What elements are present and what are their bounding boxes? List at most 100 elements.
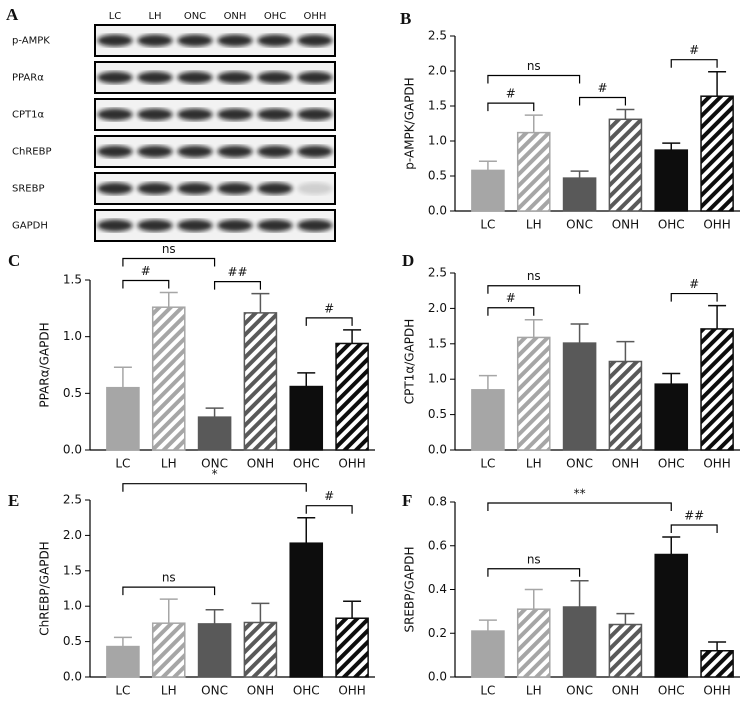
blot-band (177, 108, 213, 121)
blot-band (297, 71, 333, 84)
blot-band (137, 182, 173, 195)
bar (654, 383, 689, 451)
x-tick-label: LC (480, 684, 495, 698)
blot-frame (94, 172, 336, 205)
y-tick-label: 0.0 (428, 443, 447, 457)
blot-band (217, 108, 253, 121)
y-tick-label: 0.8 (428, 495, 447, 509)
row-label: PPARα (12, 73, 44, 84)
significance-bracket (487, 502, 672, 511)
blot-band (177, 219, 213, 232)
y-tick-label: 0.5 (428, 407, 447, 421)
blot-band (257, 71, 293, 84)
panel-letter: B (400, 9, 411, 28)
significance-label: # (506, 87, 516, 101)
blot-band (297, 182, 333, 195)
bar (197, 416, 232, 451)
significance-bracket (487, 307, 535, 316)
x-tick-label: OHC (658, 218, 685, 232)
x-tick-label: LC (115, 457, 130, 471)
blot-band (217, 219, 253, 232)
significance-label: * (212, 467, 218, 481)
x-tick-label: ONC (566, 218, 593, 232)
x-tick-label: OHH (338, 684, 366, 698)
bar (289, 385, 324, 451)
row-label: GAPDH (12, 221, 48, 232)
y-tick-label: 1.0 (428, 372, 447, 386)
panel-letter: D (402, 251, 414, 270)
significance-bracket (213, 281, 262, 290)
x-tick-label: OHC (658, 684, 685, 698)
x-tick-label: LH (526, 457, 542, 471)
bar (608, 118, 643, 212)
blot-band (177, 145, 213, 158)
x-tick-label: LC (480, 218, 495, 232)
y-tick-label: 1.5 (428, 336, 447, 350)
significance-label: # (324, 301, 334, 315)
significance-bracket (670, 524, 718, 533)
lane-label: ONH (224, 11, 247, 22)
bar (106, 386, 140, 451)
significance-label: ns (162, 242, 176, 256)
lane-label: OHH (304, 11, 327, 22)
x-tick-label: ONH (247, 684, 274, 698)
significance-label: ## (227, 265, 247, 279)
significance-bracket (122, 257, 216, 267)
blot-band (97, 182, 133, 195)
blot-band (217, 182, 253, 195)
y-axis-label: p-AMPK/GAPDH (403, 77, 417, 169)
bar (151, 306, 186, 451)
y-tick-label: 2.5 (428, 266, 447, 280)
blot-band (137, 145, 173, 158)
blot-band (257, 182, 293, 195)
bar (471, 169, 505, 212)
y-tick-label: 2.0 (428, 64, 447, 78)
significance-bracket (122, 586, 216, 596)
blot-frame (94, 209, 336, 242)
significance-label: ** (574, 487, 586, 501)
y-tick-label: 1.5 (428, 99, 447, 113)
blot-frame (94, 98, 336, 131)
bar (562, 177, 597, 212)
significance-bracket (487, 74, 581, 84)
significance-bracket (670, 59, 718, 68)
bar (700, 328, 734, 451)
x-tick-label: LH (161, 457, 177, 471)
significance-label: ns (527, 552, 541, 566)
blot-band (177, 34, 213, 47)
significance-bracket (305, 505, 353, 514)
x-tick-label: ONC (566, 684, 593, 698)
y-tick-label: 0.6 (428, 538, 447, 552)
significance-label: # (506, 291, 516, 305)
y-tick-label: 2.0 (428, 301, 447, 315)
bar (243, 621, 278, 678)
y-tick-label: 0.5 (63, 386, 82, 400)
significance-label: # (689, 277, 699, 291)
significance-bracket (487, 568, 581, 577)
blot-band (297, 34, 333, 47)
bar (700, 95, 734, 212)
bar (471, 630, 505, 678)
bar (700, 650, 734, 678)
x-tick-label: LH (161, 684, 177, 698)
x-tick-label: LH (526, 684, 542, 698)
y-tick-label: 0.0 (428, 204, 447, 218)
bar (471, 389, 505, 451)
bar (654, 149, 689, 212)
x-tick-label: LC (480, 457, 495, 471)
x-tick-label: ONH (612, 684, 639, 698)
x-tick-label: ONC (566, 457, 593, 471)
y-tick-label: 1.5 (63, 273, 82, 287)
row-label: CPT1α (12, 110, 44, 121)
lane-label: LH (148, 11, 161, 22)
significance-bracket (122, 483, 307, 492)
x-tick-label: ONC (201, 684, 228, 698)
bar (654, 553, 689, 678)
significance-bracket (670, 292, 718, 302)
blot-band (217, 34, 253, 47)
significance-label: ns (162, 571, 176, 585)
panel-letter: C (8, 251, 20, 270)
blot-band (97, 108, 133, 121)
significance-bracket (578, 96, 627, 106)
